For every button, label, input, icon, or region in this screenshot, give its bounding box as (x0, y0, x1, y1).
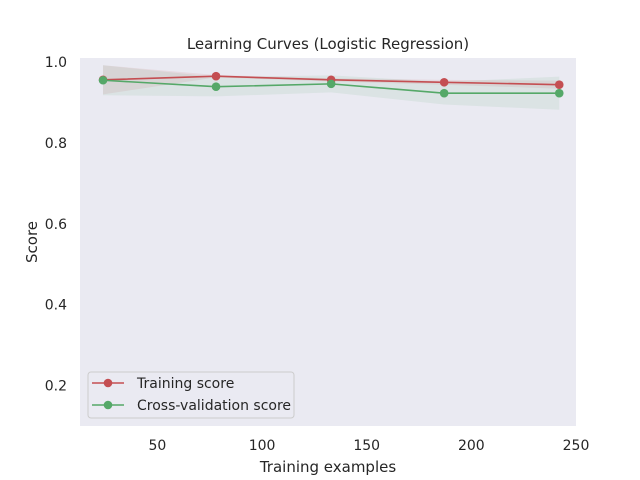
legend-marker-cv (103, 400, 113, 410)
y-tick-label: 0.6 (45, 217, 67, 233)
x-tick-label: 200 (458, 438, 485, 454)
x-tick-label: 150 (353, 438, 380, 454)
training-score-point (211, 71, 221, 81)
x-axis-label: Training examples (259, 458, 397, 476)
legend-label-training: Training score (136, 376, 234, 392)
legend-box (87, 371, 295, 419)
plot-area (80, 58, 576, 426)
cv-score-point (326, 79, 336, 89)
x-tick-label: 250 (563, 438, 590, 454)
cv-score-point (439, 88, 449, 98)
y-tick-label: 1.0 (45, 55, 67, 71)
y-tick-label: 0.2 (45, 379, 67, 395)
y-tick-label: 0.4 (45, 298, 67, 314)
cv-score-point (554, 88, 564, 98)
legend-marker-training (103, 378, 113, 388)
cv-score-point (211, 82, 221, 92)
x-tick-label: 50 (149, 438, 167, 454)
chart-title: Learning Curves (Logistic Regression) (187, 35, 469, 53)
training-score-point (554, 80, 564, 89)
cv-score-point (98, 75, 108, 85)
y-tick-label: 0.8 (45, 136, 67, 152)
training-score-point (439, 77, 449, 87)
x-tick-label: 100 (249, 438, 276, 454)
legend: Training score Cross-validation score (87, 371, 295, 419)
legend-label-cv: Cross-validation score (137, 398, 291, 414)
y-axis-label: Score (23, 221, 41, 263)
